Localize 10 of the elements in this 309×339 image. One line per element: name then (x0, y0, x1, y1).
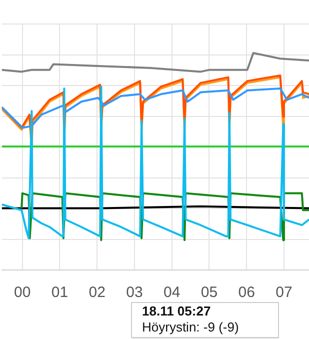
x-tick-label: 03 (126, 284, 143, 302)
x-tick-label: 04 (163, 284, 180, 302)
x-tick-label: 05 (200, 284, 218, 302)
x-tick-label: 02 (88, 284, 106, 302)
text: 18.11 05:27 (142, 304, 211, 319)
x-tick-label: 07 (276, 284, 292, 302)
x-tick-label: 01 (51, 284, 68, 302)
x-tick-label: 06 (238, 284, 255, 302)
text: Höyrystin: -9 (-9) (142, 320, 239, 335)
x-tick-label: 00 (14, 284, 31, 302)
